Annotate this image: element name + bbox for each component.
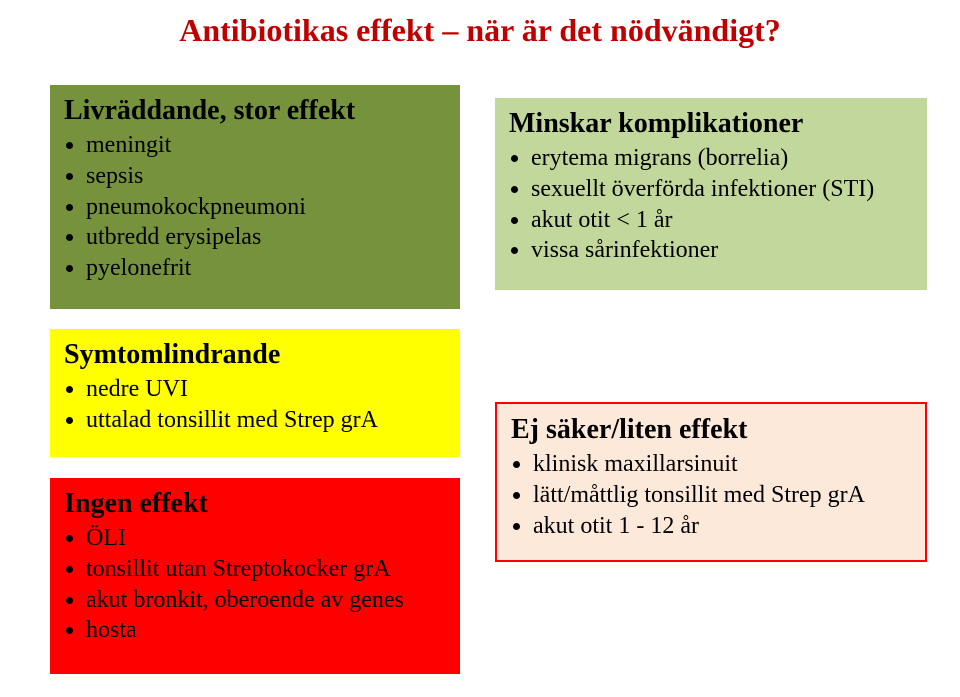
list-item: lätt/måttlig tonsillit med Strep grA [533, 481, 911, 510]
list-item: akut bronkit, oberoende av genes [86, 586, 446, 615]
list-item: erytema migrans (borrelia) [531, 144, 913, 173]
heading-unsure: Ej säker/liten effekt [511, 414, 911, 446]
list-item: pyelonefrit [86, 254, 446, 283]
list-item: sepsis [86, 162, 446, 191]
list-item: uttalad tonsillit med Strep grA [86, 406, 446, 435]
list-item: akut otit < 1 år [531, 206, 913, 235]
box-symptom: Symtomlindrande nedre UVI uttalad tonsil… [50, 329, 460, 457]
box-noeffect: Ingen effekt ÖLI tonsillit utan Streptok… [50, 478, 460, 674]
list-item: klinisk maxillarsinuit [533, 450, 911, 479]
list-item: ÖLI [86, 524, 446, 553]
list-noeffect: ÖLI tonsillit utan Streptokocker grA aku… [64, 524, 446, 645]
heading-noeffect: Ingen effekt [64, 488, 446, 520]
heading-lifesaving: Livräddande, stor effekt [64, 95, 446, 127]
list-item: nedre UVI [86, 375, 446, 404]
list-item: tonsillit utan Streptokocker grA [86, 555, 446, 584]
list-lifesaving: meningit sepsis pneumokockpneumoni utbre… [64, 131, 446, 283]
list-symptom: nedre UVI uttalad tonsillit med Strep gr… [64, 375, 446, 435]
box-lifesaving: Livräddande, stor effekt meningit sepsis… [50, 85, 460, 309]
list-item: utbredd erysipelas [86, 223, 446, 252]
heading-symptom: Symtomlindrande [64, 339, 446, 371]
heading-complications: Minskar komplikationer [509, 108, 913, 140]
list-complications: erytema migrans (borrelia) sexuellt över… [509, 144, 913, 265]
list-item: hosta [86, 616, 446, 645]
slide: Antibiotikas effekt – när är det nödvänd… [0, 0, 960, 697]
box-unsure: Ej säker/liten effekt klinisk maxillarsi… [495, 402, 927, 562]
list-unsure: klinisk maxillarsinuit lätt/måttlig tons… [511, 450, 911, 540]
page-title: Antibiotikas effekt – när är det nödvänd… [0, 12, 960, 49]
list-item: akut otit 1 - 12 år [533, 512, 911, 541]
list-item: vissa sårinfektioner [531, 236, 913, 265]
list-item: meningit [86, 131, 446, 160]
box-complications: Minskar komplikationer erytema migrans (… [495, 98, 927, 290]
list-item: sexuellt överförda infektioner (STI) [531, 175, 913, 204]
list-item: pneumokockpneumoni [86, 193, 446, 222]
